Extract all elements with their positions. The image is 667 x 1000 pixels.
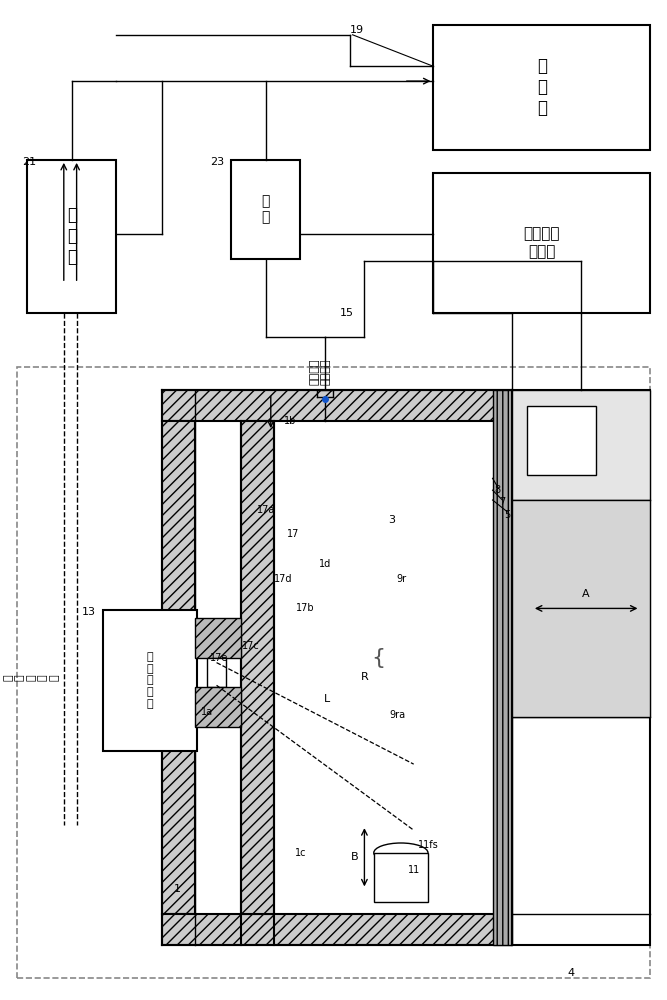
- Bar: [492, 390, 512, 945]
- Text: 13: 13: [82, 607, 96, 617]
- Text: L: L: [324, 694, 330, 704]
- Text: 激
光
照
射
部: 激 光 照 射 部: [146, 652, 153, 709]
- Text: 17c: 17c: [242, 641, 260, 651]
- Text: 15: 15: [340, 308, 354, 318]
- Bar: [512, 390, 650, 945]
- Bar: [434, 25, 650, 150]
- Text: 17: 17: [287, 529, 299, 539]
- Ellipse shape: [374, 843, 428, 863]
- Bar: [434, 173, 650, 313]
- Bar: [512, 390, 650, 500]
- Text: 5: 5: [504, 510, 510, 520]
- Text: 23: 23: [210, 157, 225, 167]
- Bar: [231, 160, 300, 259]
- Text: 集
煙
器: 集 煙 器: [537, 57, 547, 117]
- Text: 排
煙
尘
系
统: 排 煙 尘 系 统: [3, 674, 59, 681]
- Text: 19: 19: [350, 25, 364, 35]
- Text: 惰性气体
供给器: 惰性气体 供给器: [524, 227, 560, 259]
- Bar: [195, 687, 241, 727]
- Text: 17b: 17b: [296, 603, 315, 613]
- Text: 11fs: 11fs: [418, 840, 439, 850]
- Bar: [241, 421, 273, 914]
- Text: 4: 4: [568, 968, 575, 978]
- Text: 储
能
箱: 储 能 箱: [67, 206, 77, 266]
- Bar: [162, 914, 512, 945]
- Bar: [103, 610, 197, 751]
- Bar: [374, 853, 428, 902]
- Text: 惰性气体
供给系统: 惰性气体 供给系统: [309, 359, 331, 385]
- Text: 3: 3: [388, 515, 396, 525]
- Bar: [527, 406, 596, 475]
- Text: 1b: 1b: [283, 416, 296, 426]
- Text: 11: 11: [408, 865, 420, 875]
- Bar: [162, 390, 512, 421]
- Text: 1a: 1a: [201, 707, 213, 717]
- Text: 7: 7: [499, 497, 506, 507]
- Bar: [207, 658, 226, 687]
- Text: 1c: 1c: [295, 848, 306, 858]
- Text: 导
箱: 导 箱: [261, 194, 270, 224]
- Text: B: B: [351, 852, 358, 862]
- Bar: [162, 421, 195, 914]
- Text: 9r: 9r: [397, 574, 407, 584]
- Text: R: R: [361, 672, 368, 682]
- Text: 17e: 17e: [210, 653, 229, 663]
- Bar: [27, 160, 116, 313]
- Bar: [512, 500, 650, 717]
- Bar: [195, 618, 241, 658]
- Text: 8: 8: [494, 485, 500, 495]
- Text: {: {: [371, 648, 386, 668]
- Text: 9ra: 9ra: [389, 710, 405, 720]
- Text: 1: 1: [173, 884, 181, 894]
- Text: 17d: 17d: [274, 574, 293, 584]
- Text: A: A: [582, 589, 590, 599]
- Bar: [17, 367, 650, 978]
- Text: 1d: 1d: [319, 559, 331, 569]
- Text: 21: 21: [23, 157, 37, 167]
- Text: 17a: 17a: [257, 505, 275, 515]
